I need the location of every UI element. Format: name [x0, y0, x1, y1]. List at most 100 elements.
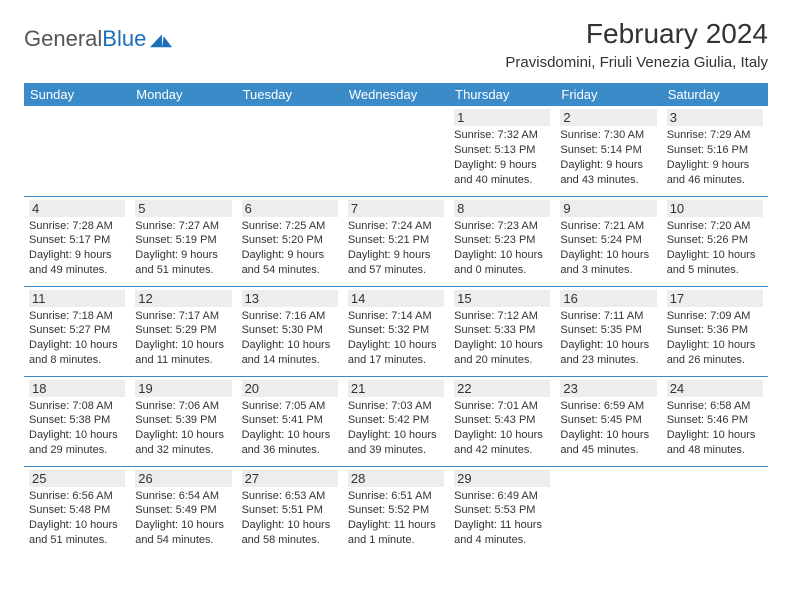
calendar-day-cell: 16Sunrise: 7:11 AMSunset: 5:35 PMDayligh… [555, 286, 661, 376]
location-label: Pravisdomini, Friuli Venezia Giulia, Ita… [505, 54, 768, 71]
logo-text-blue: Blue [102, 26, 146, 51]
calendar-day-cell: 23Sunrise: 6:59 AMSunset: 5:45 PMDayligh… [555, 376, 661, 466]
calendar-week-row: 1 Sunrise: 7:32 AMSunset: 5:13 PMDaylight… [24, 106, 768, 196]
logo-text: GeneralBlue [24, 26, 146, 52]
calendar-day-cell: 11 Sunrise: 7:18 AMSunset: 5:27 PMDayligh… [24, 286, 130, 376]
day-sun-info: Sunrise: 7:08 AMSunset: 5:38 PMDaylight:… [29, 399, 125, 458]
logo-text-gray: General [24, 26, 102, 51]
day-number: 2 [560, 109, 656, 126]
day-number: 1 [454, 109, 550, 126]
weekday-header: Sunday [24, 83, 130, 106]
day-sun-info: Sunrise: 7:28 AMSunset: 5:17 PMDaylight:… [29, 219, 125, 278]
day-sun-info: Sunrise: 7:29 AMSunset: 5:16 PMDaylight:… [667, 128, 763, 187]
day-number: 13 [242, 290, 338, 307]
day-number: 22 [454, 380, 550, 397]
calendar-day-cell: 5Sunrise: 7:27 AMSunset: 5:19 PMDaylight… [130, 196, 236, 286]
day-sun-info: Sunrise: 7:25 AMSunset: 5:20 PMDaylight:… [242, 219, 338, 278]
calendar-body: 1 Sunrise: 7:32 AMSunset: 5:13 PMDaylight… [24, 106, 768, 556]
day-sun-info: Sunrise: 6:49 AMSunset: 5:53 PMDaylight:… [454, 489, 550, 548]
calendar-empty-cell [237, 106, 343, 196]
day-number: 3 [667, 109, 763, 126]
day-number: 11 [29, 290, 125, 307]
day-sun-info: Sunrise: 6:54 AMSunset: 5:49 PMDaylight:… [135, 489, 231, 548]
day-number: 19 [135, 380, 231, 397]
calendar-day-cell: 29 Sunrise: 6:49 AMSunset: 5:53 PMDayligh… [449, 466, 555, 556]
calendar-week-row: 4 Sunrise: 7:28 AMSunset: 5:17 PMDaylight… [24, 196, 768, 286]
day-number: 24 [667, 380, 763, 397]
day-number: 18 [29, 380, 125, 397]
day-number: 5 [135, 200, 231, 217]
weekday-header: Monday [130, 83, 236, 106]
calendar-day-cell: 10Sunrise: 7:20 AMSunset: 5:26 PMDayligh… [662, 196, 768, 286]
day-number: 21 [348, 380, 444, 397]
calendar-table: SundayMondayTuesdayWednesdayThursdayFrid… [24, 83, 768, 556]
calendar-empty-cell [343, 106, 449, 196]
logo-triangle-icon [150, 30, 172, 48]
calendar-empty-cell [555, 466, 661, 556]
calendar-day-cell: 19 Sunrise: 7:06 AMSunset: 5:39 PMDayligh… [130, 376, 236, 466]
day-sun-info: Sunrise: 7:24 AMSunset: 5:21 PMDaylight:… [348, 219, 444, 278]
day-number: 27 [242, 470, 338, 487]
day-sun-info: Sunrise: 7:06 AMSunset: 5:39 PMDaylight:… [135, 399, 231, 458]
day-number: 4 [29, 200, 125, 217]
calendar-day-cell: 4 Sunrise: 7:28 AMSunset: 5:17 PMDaylight… [24, 196, 130, 286]
weekday-header-row: SundayMondayTuesdayWednesdayThursdayFrid… [24, 83, 768, 106]
calendar-empty-cell [662, 466, 768, 556]
calendar-empty-cell [24, 106, 130, 196]
weekday-header: Tuesday [237, 83, 343, 106]
day-sun-info: Sunrise: 7:17 AMSunset: 5:29 PMDaylight:… [135, 309, 231, 368]
weekday-header: Thursday [449, 83, 555, 106]
day-sun-info: Sunrise: 7:18 AMSunset: 5:27 PMDaylight:… [29, 309, 125, 368]
day-sun-info: Sunrise: 7:32 AMSunset: 5:13 PMDaylight:… [454, 128, 550, 187]
day-number: 25 [29, 470, 125, 487]
day-number: 6 [242, 200, 338, 217]
calendar-day-cell: 24Sunrise: 6:58 AMSunset: 5:46 PMDayligh… [662, 376, 768, 466]
page-title: February 2024 [505, 18, 768, 50]
weekday-header: Friday [555, 83, 661, 106]
day-number: 14 [348, 290, 444, 307]
day-number: 20 [242, 380, 338, 397]
calendar-day-cell: 1 Sunrise: 7:32 AMSunset: 5:13 PMDaylight… [449, 106, 555, 196]
day-sun-info: Sunrise: 7:09 AMSunset: 5:36 PMDaylight:… [667, 309, 763, 368]
calendar-week-row: 18 Sunrise: 7:08 AMSunset: 5:38 PMDayligh… [24, 376, 768, 466]
day-sun-info: Sunrise: 6:53 AMSunset: 5:51 PMDaylight:… [242, 489, 338, 548]
calendar-day-cell: 17 Sunrise: 7:09 AMSunset: 5:36 PMDayligh… [662, 286, 768, 376]
calendar-day-cell: 12 Sunrise: 7:17 AMSunset: 5:29 PMDayligh… [130, 286, 236, 376]
calendar-day-cell: 14Sunrise: 7:14 AMSunset: 5:32 PMDayligh… [343, 286, 449, 376]
calendar-day-cell: 18 Sunrise: 7:08 AMSunset: 5:38 PMDayligh… [24, 376, 130, 466]
calendar-day-cell: 21 Sunrise: 7:03 AMSunset: 5:42 PMDayligh… [343, 376, 449, 466]
calendar-day-cell: 13Sunrise: 7:16 AMSunset: 5:30 PMDayligh… [237, 286, 343, 376]
day-sun-info: Sunrise: 6:51 AMSunset: 5:52 PMDaylight:… [348, 489, 444, 548]
day-number: 12 [135, 290, 231, 307]
calendar-week-row: 11 Sunrise: 7:18 AMSunset: 5:27 PMDayligh… [24, 286, 768, 376]
calendar-day-cell: 3 Sunrise: 7:29 AMSunset: 5:16 PMDaylight… [662, 106, 768, 196]
day-number: 29 [454, 470, 550, 487]
logo: GeneralBlue [24, 18, 172, 52]
day-number: 9 [560, 200, 656, 217]
calendar-week-row: 25 Sunrise: 6:56 AMSunset: 5:48 PMDayligh… [24, 466, 768, 556]
day-sun-info: Sunrise: 7:03 AMSunset: 5:42 PMDaylight:… [348, 399, 444, 458]
day-sun-info: Sunrise: 7:01 AMSunset: 5:43 PMDaylight:… [454, 399, 550, 458]
weekday-header: Saturday [662, 83, 768, 106]
calendar-day-cell: 2Sunrise: 7:30 AMSunset: 5:14 PMDaylight… [555, 106, 661, 196]
calendar-day-cell: 25 Sunrise: 6:56 AMSunset: 5:48 PMDayligh… [24, 466, 130, 556]
day-sun-info: Sunrise: 6:56 AMSunset: 5:48 PMDaylight:… [29, 489, 125, 548]
day-sun-info: Sunrise: 7:12 AMSunset: 5:33 PMDaylight:… [454, 309, 550, 368]
day-number: 7 [348, 200, 444, 217]
weekday-header: Wednesday [343, 83, 449, 106]
day-sun-info: Sunrise: 7:20 AMSunset: 5:26 PMDaylight:… [667, 219, 763, 278]
day-number: 15 [454, 290, 550, 307]
calendar-day-cell: 28Sunrise: 6:51 AMSunset: 5:52 PMDayligh… [343, 466, 449, 556]
day-number: 16 [560, 290, 656, 307]
day-number: 26 [135, 470, 231, 487]
day-number: 8 [454, 200, 550, 217]
calendar-day-cell: 9 Sunrise: 7:21 AMSunset: 5:24 PMDaylight… [555, 196, 661, 286]
calendar-day-cell: 22 Sunrise: 7:01 AMSunset: 5:43 PMDayligh… [449, 376, 555, 466]
calendar-day-cell: 15 Sunrise: 7:12 AMSunset: 5:33 PMDayligh… [449, 286, 555, 376]
day-sun-info: Sunrise: 7:05 AMSunset: 5:41 PMDaylight:… [242, 399, 338, 458]
calendar-day-cell: 26 Sunrise: 6:54 AMSunset: 5:49 PMDayligh… [130, 466, 236, 556]
day-number: 17 [667, 290, 763, 307]
calendar-day-cell: 6 Sunrise: 7:25 AMSunset: 5:20 PMDaylight… [237, 196, 343, 286]
title-block: February 2024 Pravisdomini, Friuli Venez… [505, 18, 768, 71]
day-sun-info: Sunrise: 7:21 AMSunset: 5:24 PMDaylight:… [560, 219, 656, 278]
